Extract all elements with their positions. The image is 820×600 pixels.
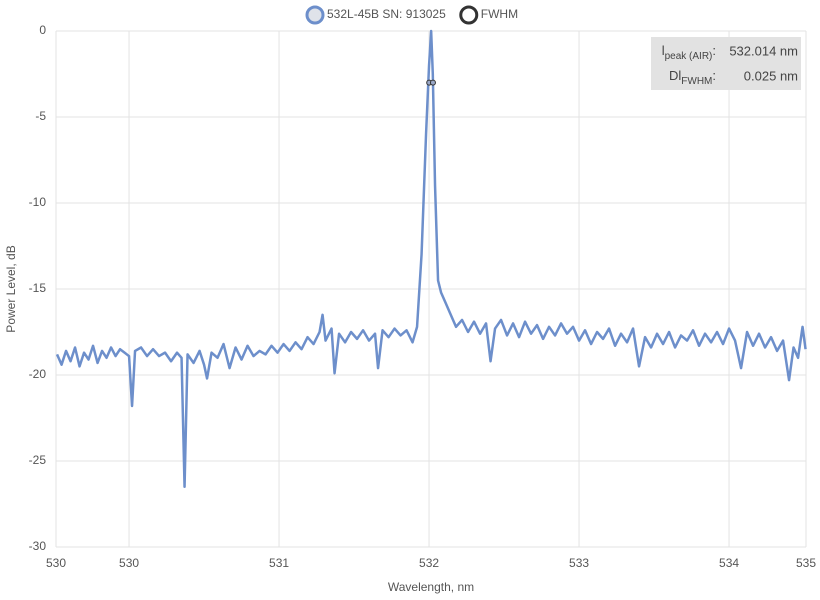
y-axis-label: Power Level, dB: [4, 245, 18, 332]
spectrum-line: [55, 29, 807, 489]
annotation-subscript: FWHM: [681, 76, 712, 87]
legend-label[interactable]: 532L-45B SN: 913025: [327, 7, 446, 21]
annotation-label: lpeak (AIR):: [662, 43, 716, 61]
legend-label[interactable]: FWHM: [481, 7, 518, 21]
y-tick-label: -25: [29, 453, 47, 467]
x-axis-label: Wavelength, nm: [388, 580, 474, 594]
annotation-value: 0.025 nm: [744, 68, 798, 83]
annotation-symbol: Dl: [669, 68, 681, 83]
fwhm-point: [429, 79, 436, 86]
legend-marker: [459, 5, 479, 25]
legend-marker: [305, 5, 325, 25]
y-tick-label: -20: [29, 367, 47, 381]
x-tick-label: 534: [719, 556, 739, 570]
y-tick-label: -15: [29, 281, 47, 295]
annotation-box: [651, 37, 801, 90]
annotation-separator: :: [712, 43, 716, 58]
annotation-subscript: peak (AIR): [665, 51, 713, 62]
x-tick-label: 535: [796, 556, 816, 570]
annotation-symbol: l: [662, 43, 665, 58]
annotation-separator: :: [712, 68, 716, 83]
annotation-label: DlFWHM:: [669, 68, 716, 86]
y-tick-label: -10: [29, 195, 47, 209]
y-tick-label: -30: [29, 539, 47, 553]
x-tick-label: 533: [569, 556, 589, 570]
annotation-value: 532.014 nm: [729, 43, 798, 58]
x-tick-label: 532: [419, 556, 439, 570]
x-tick-label: 530: [119, 556, 139, 570]
x-tick-label: 530: [46, 556, 66, 570]
x-tick-label: 531: [269, 556, 289, 570]
y-tick-label: 0: [39, 23, 46, 37]
y-tick-label: -5: [35, 109, 46, 123]
